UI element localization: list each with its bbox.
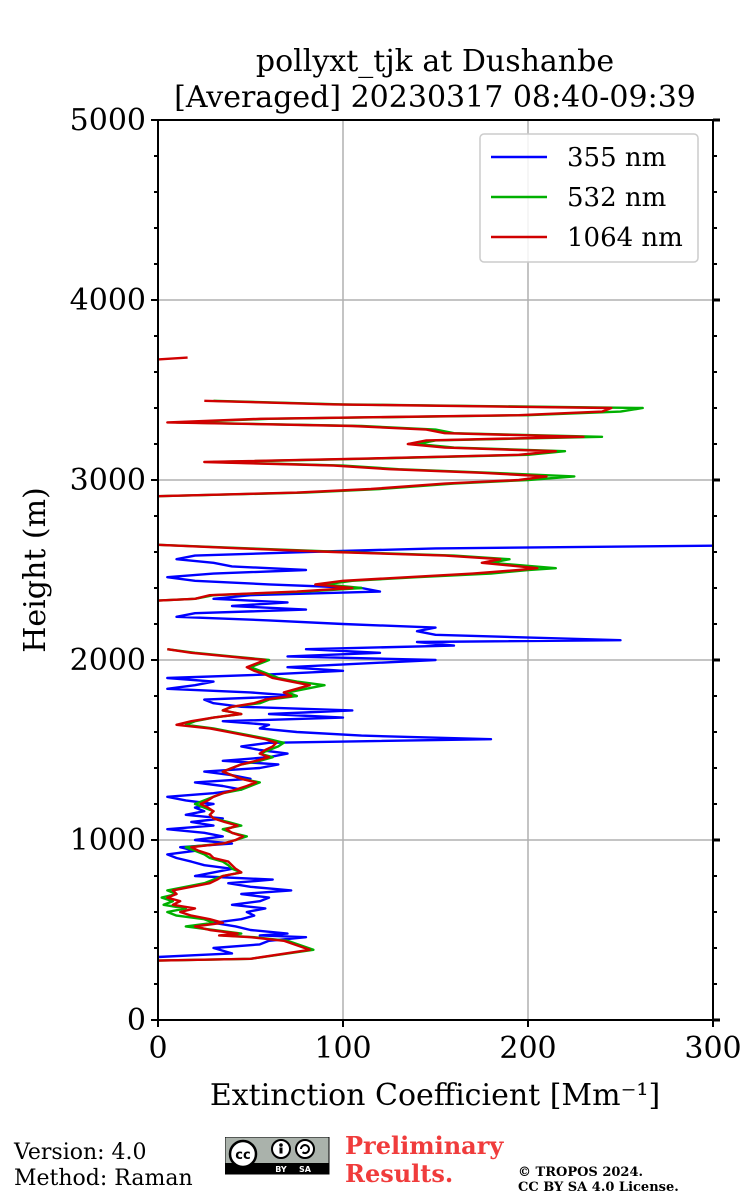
y-tick-label: 2000	[70, 643, 146, 678]
y-tick-labels: 0 1000 2000 3000 4000 5000	[70, 103, 146, 1038]
x-tick-label: 200	[499, 1031, 556, 1066]
y-axis-label: Height (m)	[18, 487, 53, 652]
legend-label: 355 nm	[567, 143, 666, 173]
x-axis-label: Extinction Coefficient [Mm⁻¹]	[210, 1078, 660, 1113]
preliminary-line1: Preliminary	[345, 1131, 504, 1160]
x-tick-label: 100	[314, 1031, 371, 1066]
cc-icon	[228, 1139, 258, 1169]
cc-icon-text: cc	[235, 1148, 250, 1163]
y-tick-label: 0	[127, 1003, 146, 1038]
y-tick-label: 3000	[70, 463, 146, 498]
legend-label: 1064 nm	[567, 223, 683, 253]
cc-license-badge: cc BY SA	[224, 1136, 330, 1179]
chart-subtitle: [Averaged] 20230317 08:40-09:39	[174, 80, 696, 115]
by-label: BY	[275, 1165, 287, 1174]
chart-title: pollyxt_tjk at Dushanbe	[256, 44, 614, 79]
y-tick-label: 5000	[70, 103, 146, 138]
preliminary-line2: Results.	[345, 1159, 454, 1188]
legend-label: 532 nm	[567, 183, 666, 213]
extinction-chart: 0 100 200 300 0 1000 2000 3000 4000 5000 pollyxt…	[18, 44, 742, 1113]
series-line-1064-nm	[158, 356, 613, 962]
series-group	[158, 356, 713, 962]
legend-box	[479, 133, 699, 263]
x-tick-label: 0	[148, 1031, 167, 1066]
copyright-line2: CC BY SA 4.0 License.	[518, 1180, 679, 1195]
series-line-355-nm	[158, 544, 713, 959]
share-alike-icon	[295, 1139, 315, 1159]
plot-frame	[157, 119, 714, 1021]
method-text: Method: Raman	[14, 1166, 193, 1191]
version-text: Version: 4.0	[14, 1140, 147, 1165]
copyright-line1: © TROPOS 2024.	[518, 1165, 644, 1180]
y-tick-label: 4000	[70, 283, 146, 318]
legend: 355 nm 532 nm 1064 nm	[479, 133, 699, 263]
copyright-note: © TROPOS 2024. CC BY SA 4.0 License.	[518, 1165, 679, 1195]
sa-label: SA	[299, 1165, 312, 1174]
preliminary-results-note: Preliminary Results.	[345, 1132, 503, 1188]
x-tick-label: 300	[684, 1031, 741, 1066]
axis-ticks	[151, 118, 720, 1027]
y-tick-label: 1000	[70, 823, 146, 858]
x-tick-labels: 0 100 200 300	[148, 1031, 741, 1066]
